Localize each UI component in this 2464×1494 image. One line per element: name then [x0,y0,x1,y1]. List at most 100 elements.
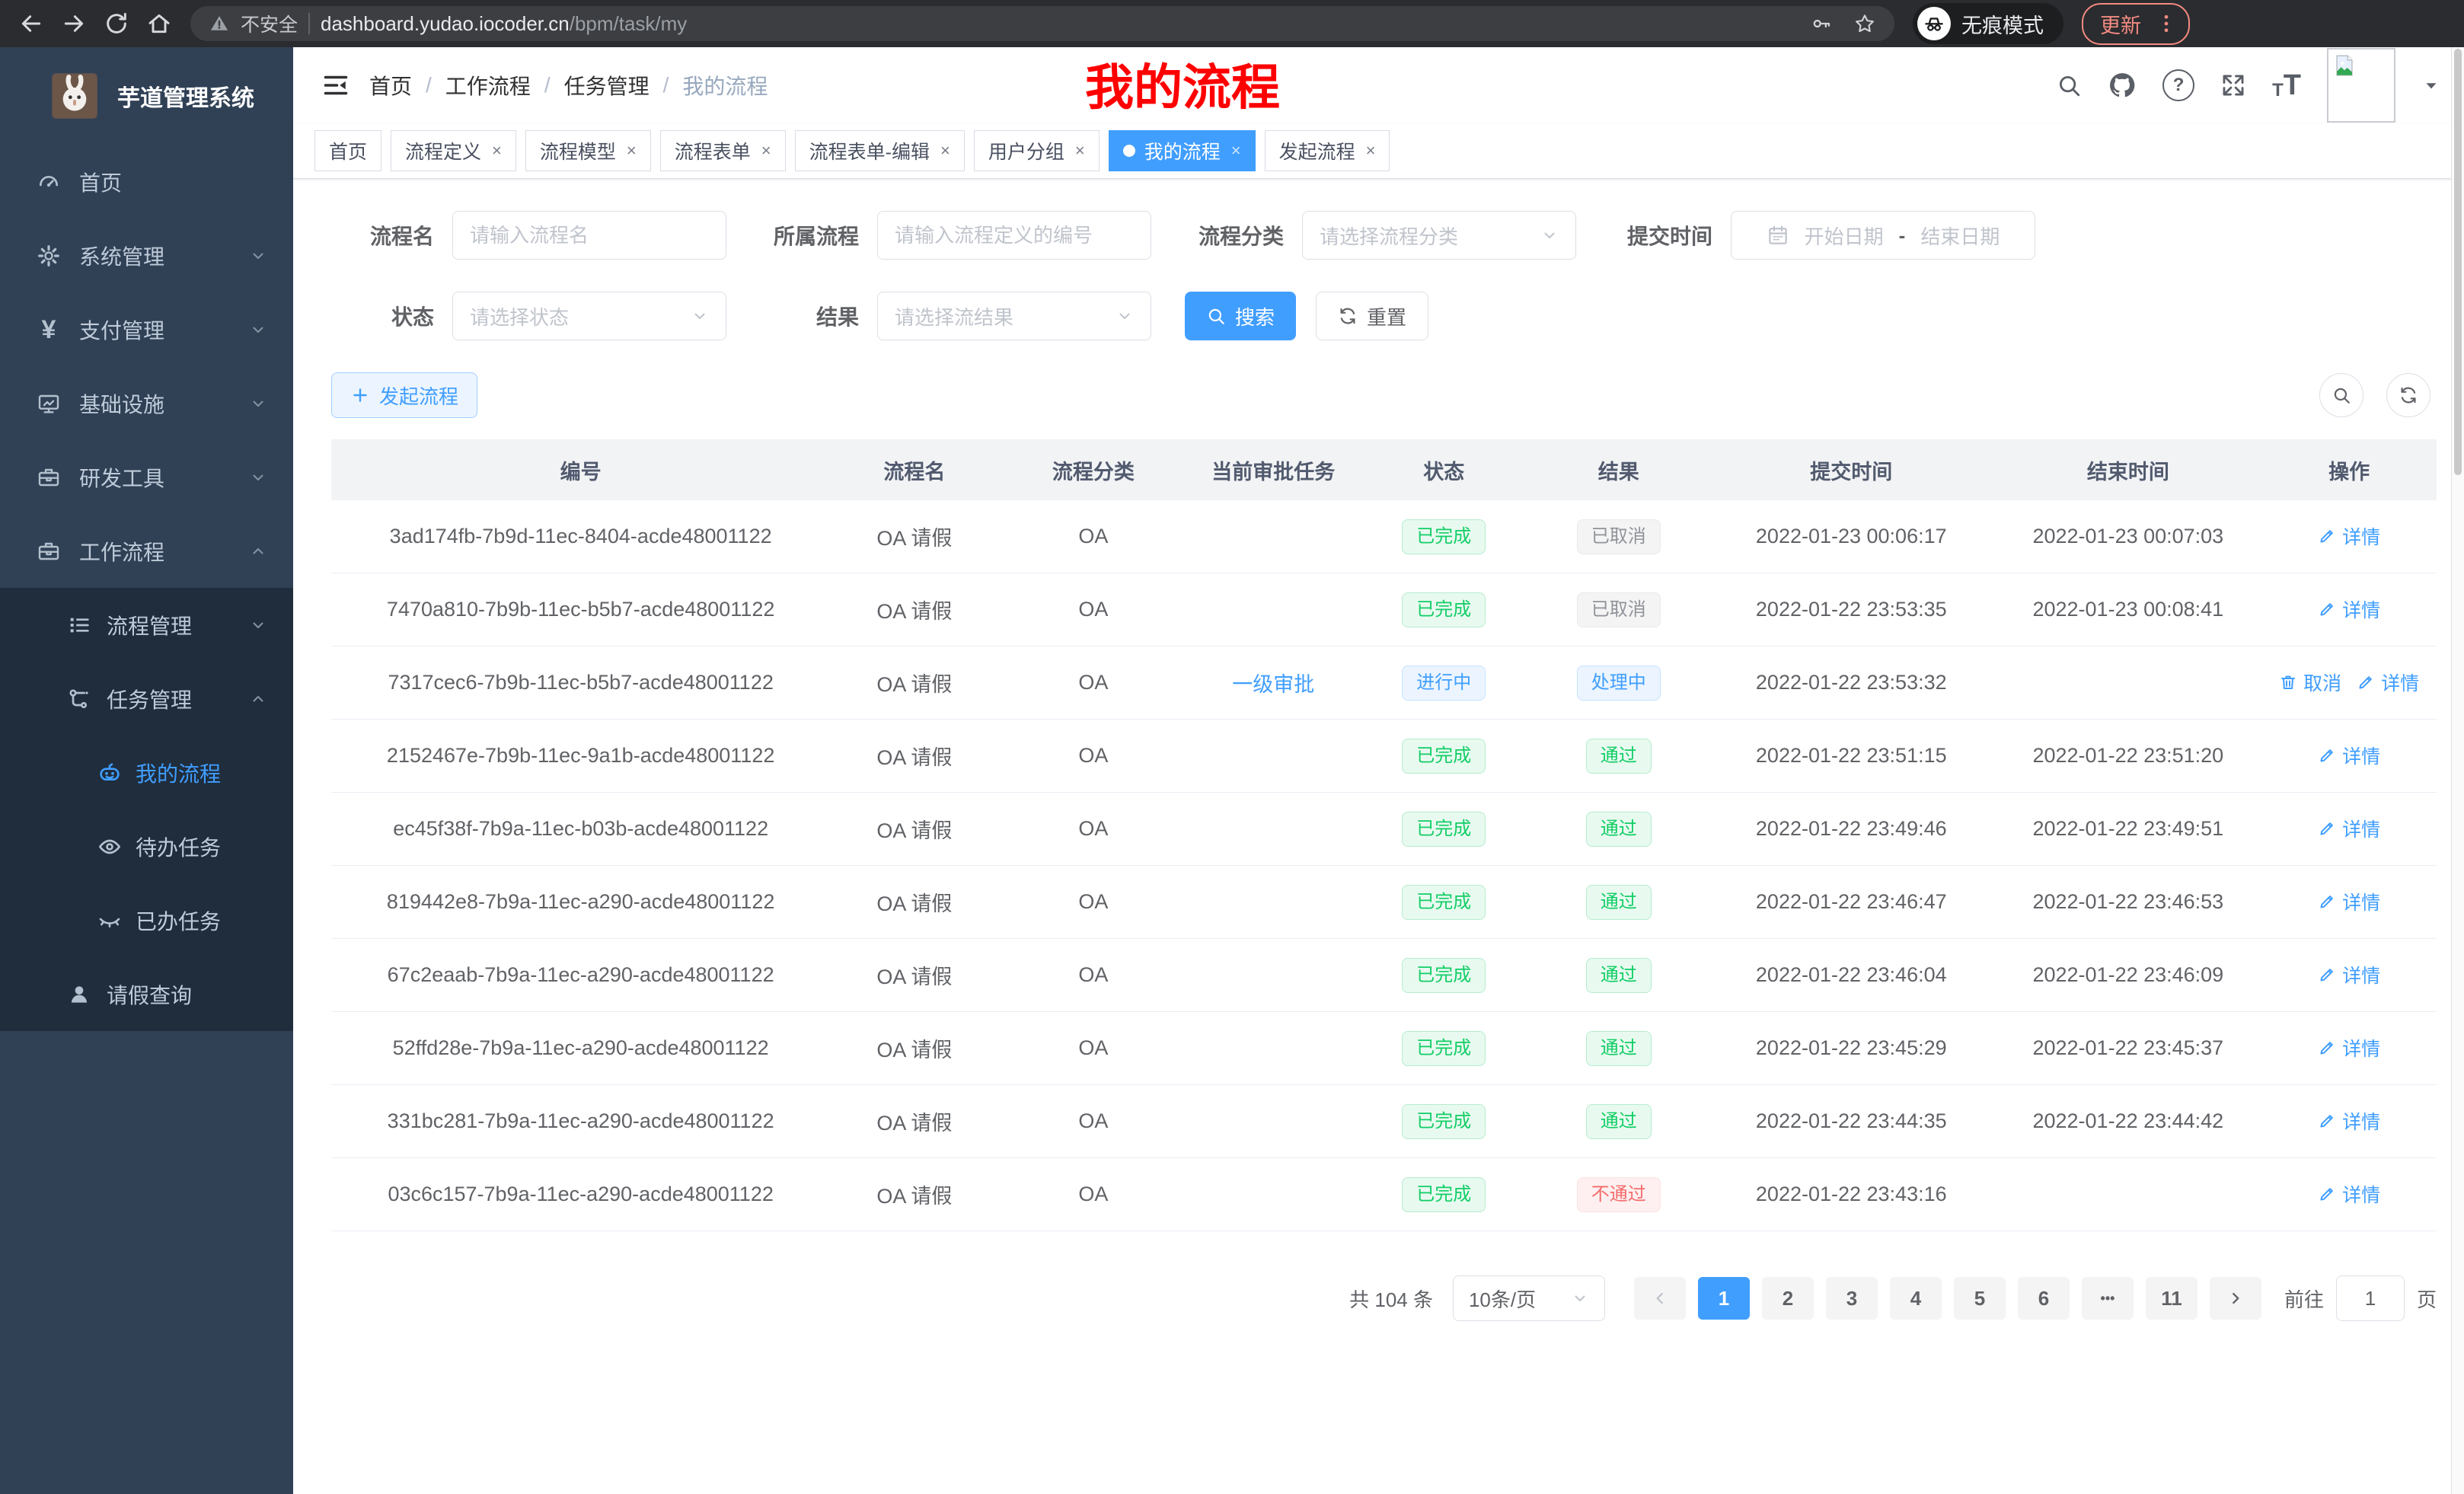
chevron-down-icon [249,394,267,413]
详情-link[interactable]: 详情 [2318,815,2380,842]
table-row: 819442e8-7b9a-11ec-a290-acde48001122OA 请… [331,866,2437,939]
browser-menu-icon[interactable] [2155,12,2178,35]
breadcrumb-item[interactable]: 任务管理 [564,70,650,101]
avatar[interactable] [2327,48,2395,123]
page-button[interactable]: 4 [1890,1277,1942,1320]
breadcrumb-item[interactable]: 工作流程 [445,70,531,101]
page-size-select[interactable]: 10条/页 [1453,1275,1605,1321]
home-icon[interactable] [142,6,177,41]
tab-用户分组[interactable]: 用户分组× [974,130,1100,171]
结果-select[interactable]: 请选择流结果 [877,292,1151,340]
table-search-button[interactable] [2319,373,2363,417]
详情-link[interactable]: 详情 [2318,888,2380,915]
result-badge-cell: 已取消 [1529,592,1708,627]
tab-首页[interactable]: 首页 [314,130,381,171]
edit-icon [2357,673,2375,691]
avatar-caret-icon[interactable] [2421,75,2441,95]
page-button[interactable]: 3 [1826,1277,1878,1320]
next-page-button[interactable] [2210,1277,2261,1320]
current-task-link[interactable]: 一级审批 [1232,668,1314,698]
chevron-up-icon [249,542,267,560]
create-process-button[interactable]: 发起流程 [331,372,477,418]
more-pages-button[interactable]: ••• [2082,1277,2134,1320]
fullscreen-icon[interactable] [2220,72,2246,98]
sidebar-toggle-icon[interactable] [322,72,349,99]
详情-link[interactable]: 详情 [2318,595,2380,623]
close-icon[interactable]: × [492,141,502,161]
close-icon[interactable]: × [1075,141,1085,161]
tab-流程定义[interactable]: 流程定义× [391,130,516,171]
状态-select[interactable]: 请选择状态 [452,292,726,340]
sidebar-item-支付管理[interactable]: ¥支付管理 [0,292,293,366]
详情-link[interactable]: 详情 [2318,522,2380,550]
page-button[interactable]: 5 [1954,1277,2006,1320]
sidebar-item-工作流程[interactable]: 工作流程 [0,514,293,588]
取消-link[interactable]: 取消 [2279,669,2341,696]
close-icon[interactable]: × [761,141,771,161]
browser-chrome: 不安全 dashboard.yudao.iocoder.cn/bpm/task/… [0,0,2464,47]
close-icon[interactable]: × [1366,141,1376,161]
所属流程-input[interactable] [877,211,1151,260]
close-icon[interactable]: × [1231,141,1241,161]
help-icon[interactable]: ? [2162,69,2194,101]
sidebar-item-系统管理[interactable]: 系统管理 [0,219,293,292]
sidebar-item-已办任务[interactable]: 已办任务 [0,883,293,957]
close-icon[interactable]: × [627,141,637,161]
bookmark-star-icon[interactable] [1853,12,1876,35]
header-search-icon[interactable] [2056,72,2082,98]
详情-link[interactable]: 详情 [2318,961,2380,988]
详情-link[interactable]: 详情 [2318,1180,2380,1208]
sidebar-item-首页[interactable]: 首页 [0,145,293,219]
toolbox-icon [32,465,65,490]
close-icon[interactable]: × [940,141,950,161]
page-button[interactable]: 6 [2018,1277,2070,1320]
sidebar-item-我的流程[interactable]: 我的流程 [0,736,293,809]
scrollbar-thumb[interactable] [2454,49,2462,475]
prev-page-button[interactable] [1634,1277,1686,1320]
table-refresh-button[interactable] [2386,373,2430,417]
chevron-down-icon [691,307,709,325]
address-bar[interactable]: 不安全 dashboard.yudao.iocoder.cn/bpm/task/… [190,6,1894,41]
page-button[interactable]: 2 [1762,1277,1814,1320]
流程分类-select[interactable]: 请选择流程分类 [1302,211,1576,260]
流程名-input[interactable] [452,211,726,260]
tab-流程模型[interactable]: 流程模型× [525,130,651,171]
app-logo[interactable]: 芋道管理系统 [0,47,293,145]
page-button[interactable]: 11 [2146,1277,2197,1320]
sidebar-item-研发工具[interactable]: 研发工具 [0,440,293,514]
actions-cell: 详情 [2261,815,2436,843]
goto-page-input[interactable] [2336,1275,2405,1321]
result-badge-cell: 通过 [1529,739,1708,774]
详情-link[interactable]: 详情 [2318,742,2380,769]
reset-button[interactable]: 重置 [1316,292,1428,340]
result-badge-cell: 通过 [1529,885,1708,920]
sidebar-item-待办任务[interactable]: 待办任务 [0,809,293,883]
back-icon[interactable] [14,6,49,41]
briefcase-icon [32,539,65,563]
forward-icon[interactable] [56,6,91,41]
breadcrumb-item[interactable]: 首页 [369,70,412,101]
process-category: OA [998,525,1188,548]
table-row: 67c2eaab-7b9a-11ec-a290-acde48001122OA 请… [331,939,2437,1012]
date-range-picker[interactable]: 开始日期-结束日期 [1731,211,2035,260]
github-icon[interactable] [2108,71,2137,100]
tab-流程表单[interactable]: 流程表单× [660,130,786,171]
browser-scrollbar[interactable] [2451,47,2464,1494]
reload-icon[interactable] [99,6,134,41]
search-button[interactable]: 搜索 [1185,292,1296,340]
sidebar-item-请假查询[interactable]: 请假查询 [0,957,293,1031]
sidebar-item-流程管理[interactable]: 流程管理 [0,588,293,662]
page-button[interactable]: 1 [1698,1277,1750,1320]
详情-link[interactable]: 详情 [2357,669,2419,696]
tab-我的流程[interactable]: 我的流程× [1109,130,1256,171]
tab-发起流程[interactable]: 发起流程× [1265,130,1390,171]
tab-流程表单-编辑[interactable]: 流程表单-编辑× [795,130,965,171]
font-size-icon[interactable]: TT [2272,71,2301,100]
sidebar-item-基础设施[interactable]: 基础设施 [0,366,293,440]
详情-link[interactable]: 详情 [2318,1107,2380,1135]
goto-page: 前往页 [2284,1275,2437,1321]
sidebar-item-任务管理[interactable]: 任务管理 [0,662,293,736]
详情-link[interactable]: 详情 [2318,1034,2380,1061]
update-button[interactable]: 更新 [2082,3,2190,45]
key-icon[interactable] [1811,12,1832,35]
